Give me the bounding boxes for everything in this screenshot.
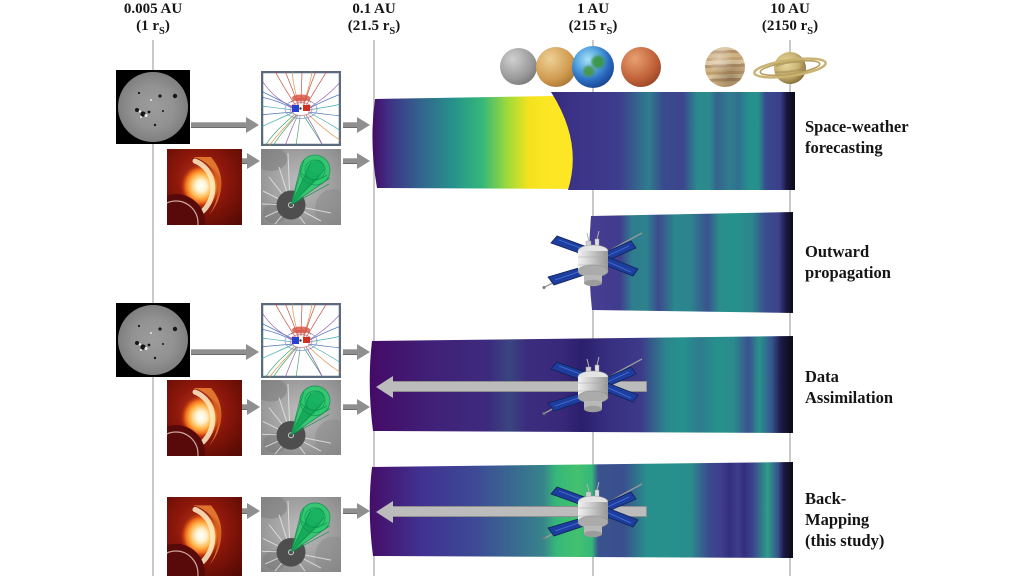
spacecraft-icon-row4 [537,477,647,547]
arrow-coronagraph-to-cmefit-row3 [240,404,247,410]
arrow-fieldlines-to-band-row3 [343,349,357,355]
arrow-fieldlines-to-band-row1 [343,122,357,128]
axis-marker-au: 1 AU [576,1,610,17]
arrow-cmefit-to-band-row4 [343,508,357,514]
axis-marker-01au: 0.1 AU (21.5 rS) [299,1,449,40]
row-label-back-mapping: Back- Mapping (this study) [805,489,885,550]
axis-marker-au: 0.1 AU [352,1,396,17]
axis-marker-0005au: 0.005 AU (1 rS) [78,1,228,40]
planet-saturn-icon [753,52,827,84]
arrow-cmefit-to-band-row1 [343,158,357,164]
planet-jupiter-icon [705,47,745,87]
arrow-cmefit-to-band-row3 [343,404,357,410]
row-label-space-weather-forecasting: Space-weather forecasting [805,117,909,157]
planet-mercury-icon [500,48,537,85]
heliosphere-band-row2 [589,212,793,313]
fieldlines-panel-row3 [261,303,341,378]
cme-fit-panel-row1 [261,149,341,225]
arrow-coronagraph-to-cmefit-row1 [240,158,247,164]
axis-marker-au: 10 AU [770,1,810,17]
axis-marker-rs: (2150 rS) [761,18,819,37]
magnetogram-panel-row1 [116,70,190,144]
spacecraft-icon-row3 [537,352,647,422]
heliosphere-band-row1 [372,92,795,190]
arrow-magnetogram-to-fieldlines-row3 [191,349,246,355]
planet-mars-icon [621,47,661,87]
spacecraft-icon-row2 [537,226,647,296]
axis-marker-10au: 10 AU (2150 rS) [715,1,865,40]
axis-marker-rs: (215 rS) [568,18,618,37]
coronagraph-panel-row1 [167,149,242,225]
axis-marker-au: 0.005 AU [123,1,183,17]
row-label-data-assimilation: Data Assimilation [805,367,894,407]
row-label-outward-propagation: Outward propagation [805,242,891,282]
axis-marker-rs: (1 rS) [136,18,170,37]
planet-earth-icon [572,46,614,88]
arrow-assimilation-back-to-inner-boundary [392,381,647,392]
axis-marker-1au: 1 AU (215 rS) [518,1,668,40]
magnetogram-panel-row3 [116,303,190,377]
cme-fit-panel-row3 [261,380,341,455]
arrow-magnetogram-to-fieldlines-row1 [191,122,246,128]
coronagraph-panel-row4 [167,497,242,576]
fieldlines-panel-row1 [261,71,341,146]
arrow-backmapping-to-inner-boundary [392,506,647,517]
axis-line-01au [373,40,375,576]
planet-venus-icon [536,47,576,87]
cme-fit-panel-row4 [261,497,341,572]
arrow-coronagraph-to-cmefit-row4 [240,508,247,514]
axis-marker-rs: (21.5 rS) [347,18,401,37]
coronagraph-panel-row3 [167,380,242,456]
